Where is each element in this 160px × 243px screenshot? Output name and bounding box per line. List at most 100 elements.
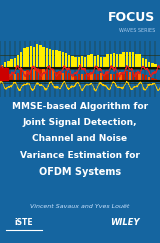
Bar <box>132 72 134 80</box>
Text: MMSE-based Algorithm for: MMSE-based Algorithm for <box>12 102 148 111</box>
Bar <box>119 72 122 80</box>
Bar <box>113 53 115 67</box>
Bar <box>138 53 141 67</box>
Bar <box>74 76 77 80</box>
Bar <box>42 68 45 80</box>
Text: Vincent Savaux and Yves Louët: Vincent Savaux and Yves Louët <box>30 204 130 209</box>
Text: Channel and Noise: Channel and Noise <box>32 134 128 143</box>
Text: WAVES SERIES: WAVES SERIES <box>119 28 155 34</box>
Bar <box>1 65 3 67</box>
Bar <box>129 72 131 80</box>
Bar <box>135 54 138 67</box>
Bar <box>81 74 83 80</box>
Bar <box>7 77 10 80</box>
Bar <box>78 57 80 67</box>
Bar <box>87 55 90 67</box>
Bar <box>87 73 90 80</box>
Text: iSTE: iSTE <box>15 218 33 227</box>
Bar <box>94 56 96 67</box>
Bar <box>138 73 141 80</box>
Bar <box>78 74 80 80</box>
Bar <box>122 72 125 80</box>
Bar <box>116 54 118 67</box>
Bar <box>151 63 154 67</box>
Bar <box>103 57 106 67</box>
Bar <box>142 58 144 67</box>
Bar <box>17 55 19 67</box>
Bar <box>116 73 118 80</box>
Bar <box>4 62 6 67</box>
Bar <box>126 71 128 80</box>
Bar <box>100 57 102 67</box>
Bar <box>1 79 3 80</box>
Bar <box>90 74 93 80</box>
Bar <box>26 47 29 67</box>
Bar <box>14 74 16 80</box>
Bar <box>23 48 26 67</box>
Bar <box>39 44 42 67</box>
Bar <box>119 54 122 67</box>
Bar <box>23 71 26 80</box>
Bar <box>42 47 45 67</box>
Bar <box>71 56 74 67</box>
Bar <box>62 72 64 80</box>
Bar <box>36 69 38 80</box>
Bar <box>106 54 109 67</box>
Bar <box>17 73 19 80</box>
Bar <box>103 74 106 80</box>
Bar <box>52 50 54 67</box>
Bar <box>58 71 61 80</box>
Bar <box>145 59 147 67</box>
Text: OFDM Systems: OFDM Systems <box>39 167 121 177</box>
Bar <box>10 75 13 80</box>
Bar <box>52 70 54 80</box>
Bar <box>33 69 35 80</box>
Bar <box>49 49 51 67</box>
Bar <box>84 57 86 67</box>
Bar <box>84 74 86 80</box>
Bar <box>7 61 10 67</box>
Bar <box>68 55 70 67</box>
Bar <box>81 56 83 67</box>
Bar <box>94 74 96 80</box>
Bar <box>135 72 138 80</box>
Bar <box>122 52 125 67</box>
Text: FOCUS: FOCUS <box>108 11 155 24</box>
Bar <box>100 73 102 80</box>
Bar <box>0 68 8 80</box>
Bar <box>46 69 48 80</box>
Bar <box>126 52 128 67</box>
Bar <box>20 70 22 80</box>
Bar <box>154 79 157 80</box>
Bar <box>154 64 157 67</box>
Bar <box>142 75 144 80</box>
Bar <box>151 78 154 80</box>
Bar <box>145 75 147 80</box>
Bar <box>110 74 112 80</box>
Bar <box>74 57 77 67</box>
Text: WILEY: WILEY <box>110 218 140 227</box>
Bar <box>97 55 99 67</box>
Bar <box>4 77 6 80</box>
Bar <box>129 52 131 67</box>
Bar <box>30 46 32 67</box>
Bar <box>68 73 70 80</box>
Bar <box>39 69 42 80</box>
Bar <box>58 51 61 67</box>
Bar <box>49 70 51 80</box>
Text: Variance Estimation for: Variance Estimation for <box>20 151 140 160</box>
Bar <box>55 50 58 67</box>
Bar <box>148 77 150 80</box>
Bar <box>97 74 99 80</box>
Text: Joint Signal Detection,: Joint Signal Detection, <box>23 118 137 127</box>
Bar <box>132 52 134 67</box>
Bar <box>113 73 115 80</box>
Bar <box>30 70 32 80</box>
Bar <box>65 52 67 67</box>
Bar <box>65 71 67 80</box>
Bar <box>110 54 112 67</box>
Bar <box>55 72 58 80</box>
Bar <box>106 74 109 80</box>
Bar <box>148 62 150 67</box>
Bar <box>20 52 22 67</box>
